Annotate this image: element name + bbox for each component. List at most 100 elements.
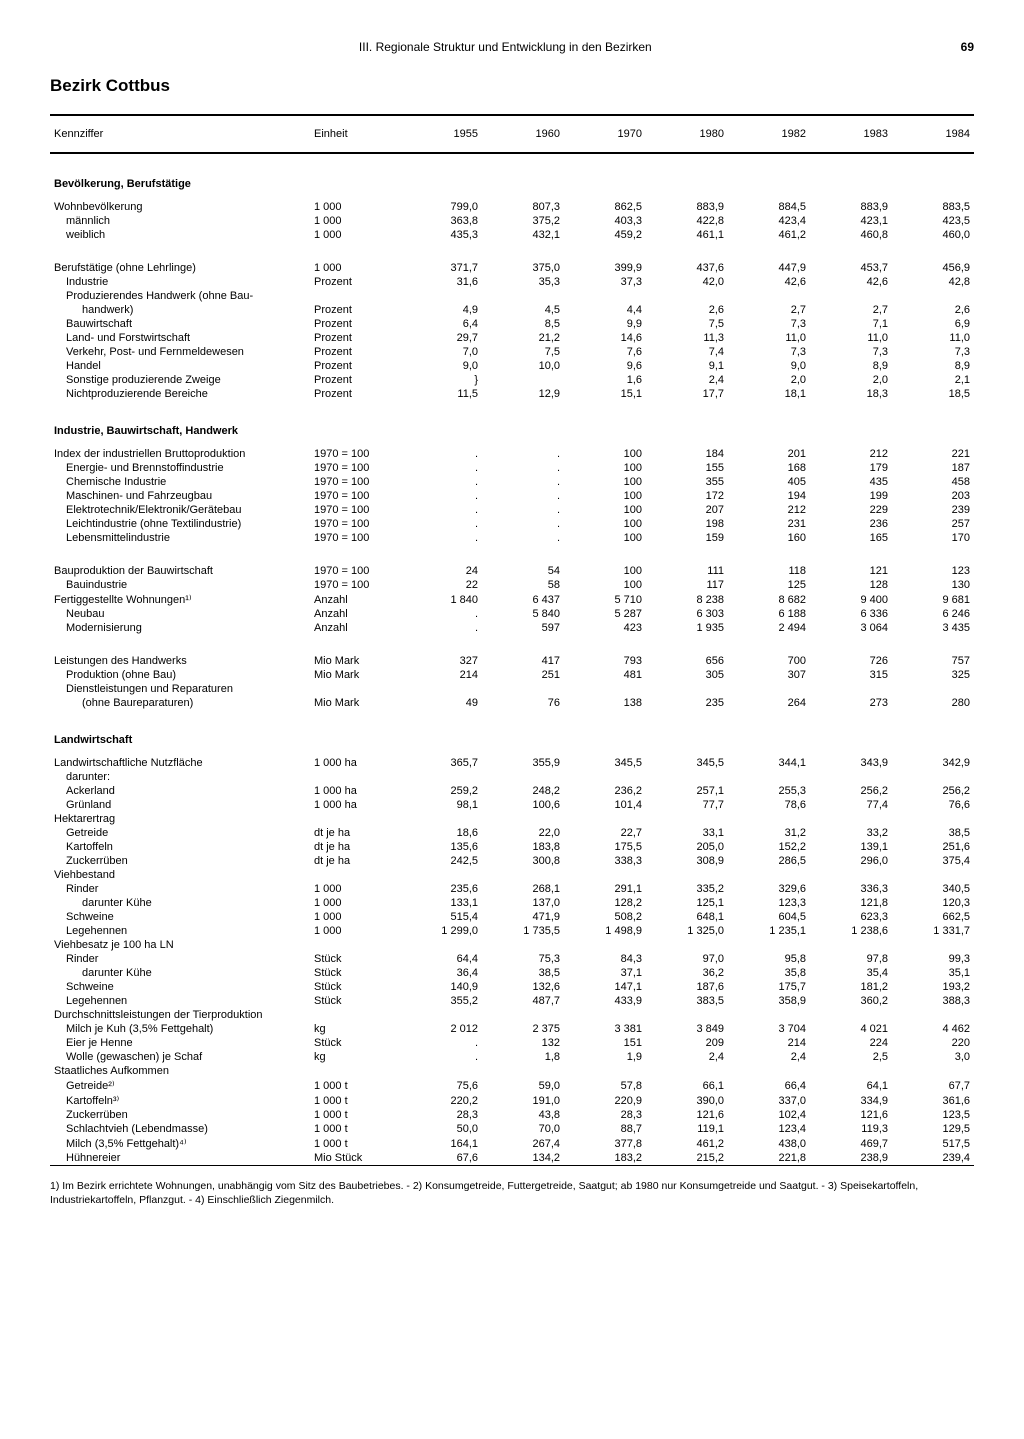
- cell: 175,5: [564, 840, 646, 854]
- table-row: NeubauAnzahl.5 8405 2876 3036 1886 3366 …: [50, 607, 974, 621]
- cell: 597: [482, 621, 564, 635]
- cell: 7,6: [564, 345, 646, 359]
- cell: 2 375: [482, 1022, 564, 1036]
- cell: 461,1: [646, 228, 728, 242]
- cell: 327: [400, 654, 482, 668]
- cell: 2,0: [810, 373, 892, 387]
- row-label: Legehennen: [50, 924, 310, 938]
- row-label: weiblich: [50, 228, 310, 242]
- cell: 184: [646, 447, 728, 461]
- cell: .: [400, 607, 482, 621]
- cell: 700: [728, 654, 810, 668]
- row-unit: 1970 = 100: [310, 517, 400, 531]
- cell: 487,7: [482, 994, 564, 1008]
- cell: 355: [646, 475, 728, 489]
- table-row: Schweine1 000515,4471,9508,2648,1604,562…: [50, 910, 974, 924]
- cell: 883,9: [646, 200, 728, 214]
- cell: 883,9: [810, 200, 892, 214]
- cell: 97,0: [646, 952, 728, 966]
- row-label: Modernisierung: [50, 621, 310, 635]
- table-row: HandelProzent9,010,09,69,19,08,98,9: [50, 359, 974, 373]
- cell: 3 849: [646, 1022, 728, 1036]
- cell: 3,0: [892, 1050, 974, 1064]
- cell: 11,5: [400, 387, 482, 401]
- cell: 120,3: [892, 896, 974, 910]
- cell: 76: [482, 696, 564, 710]
- row-unit: 1 000: [310, 200, 400, 214]
- cell: 363,8: [400, 214, 482, 228]
- cell: 335,2: [646, 882, 728, 896]
- cell: 170: [892, 531, 974, 545]
- cell: [892, 812, 974, 826]
- cell: 4 021: [810, 1022, 892, 1036]
- cell: 59,0: [482, 1078, 564, 1093]
- cell: [646, 1064, 728, 1078]
- row-label: Schweine: [50, 910, 310, 924]
- row-label: Wohnbevölkerung: [50, 200, 310, 214]
- row-unit: 1 000: [310, 910, 400, 924]
- cell: 37,1: [564, 966, 646, 980]
- cell: 151: [564, 1036, 646, 1050]
- cell: 7,3: [728, 317, 810, 331]
- table-row: Schlachtvieh (Lebendmasse)1 000 t50,070,…: [50, 1122, 974, 1136]
- cell: 8 682: [728, 592, 810, 607]
- row-unit: Stück: [310, 994, 400, 1008]
- cell: 8,9: [810, 359, 892, 373]
- cell: 6 246: [892, 607, 974, 621]
- cell: [482, 289, 564, 303]
- cell: 251,6: [892, 840, 974, 854]
- row-label: Zuckerrüben: [50, 1108, 310, 1122]
- cell: 98,1: [400, 798, 482, 812]
- cell: [728, 1008, 810, 1022]
- data-table-body: Bevölkerung, BerufstätigeWohnbevölkerung…: [50, 154, 974, 1165]
- row-unit: Prozent: [310, 303, 400, 317]
- cell: 8 238: [646, 592, 728, 607]
- chapter-title: III. Regionale Struktur und Entwicklung …: [359, 40, 652, 54]
- cell: 286,5: [728, 854, 810, 868]
- table-row: weiblich1 000435,3432,1459,2461,1461,246…: [50, 228, 974, 242]
- cell: 345,5: [564, 756, 646, 770]
- cell: 1 325,0: [646, 924, 728, 938]
- cell: 7,5: [482, 345, 564, 359]
- table-row: Getreidedt je ha18,622,022,733,131,233,2…: [50, 826, 974, 840]
- cell: 9,6: [564, 359, 646, 373]
- row-unit: Prozent: [310, 317, 400, 331]
- cell: 423,4: [728, 214, 810, 228]
- row-label: Lebensmittelindustrie: [50, 531, 310, 545]
- section-header: Bevölkerung, Berufstätige: [50, 154, 974, 200]
- cell: 862,5: [564, 200, 646, 214]
- cell: [892, 289, 974, 303]
- cell: 1 238,6: [810, 924, 892, 938]
- cell: 70,0: [482, 1122, 564, 1136]
- cell: 67,6: [400, 1151, 482, 1165]
- cell: 100: [564, 447, 646, 461]
- cell: 139,1: [810, 840, 892, 854]
- cell: 203: [892, 489, 974, 503]
- cell: 435,3: [400, 228, 482, 242]
- cell: 67,7: [892, 1078, 974, 1093]
- cell: 100: [564, 489, 646, 503]
- cell: 460,0: [892, 228, 974, 242]
- cell: 300,8: [482, 854, 564, 868]
- cell: 36,4: [400, 966, 482, 980]
- cell: 2,4: [728, 1050, 810, 1064]
- row-label: Nichtproduzierende Bereiche: [50, 387, 310, 401]
- row-label: Verkehr, Post- und Fernmeldewesen: [50, 345, 310, 359]
- cell: 121,6: [646, 1108, 728, 1122]
- cell: 214: [728, 1036, 810, 1050]
- cell: 432,1: [482, 228, 564, 242]
- row-unit: 1970 = 100: [310, 564, 400, 578]
- cell: 242,5: [400, 854, 482, 868]
- cell: 121,8: [810, 896, 892, 910]
- cell: 215,2: [646, 1151, 728, 1165]
- cell: 54: [482, 564, 564, 578]
- row-unit: dt je ha: [310, 840, 400, 854]
- cell: 14,6: [564, 331, 646, 345]
- row-unit: [310, 868, 400, 882]
- cell: 125: [728, 578, 810, 592]
- cell: [564, 938, 646, 952]
- cell: 22: [400, 578, 482, 592]
- col-1: Einheit: [310, 116, 400, 152]
- cell: 662,5: [892, 910, 974, 924]
- cell: 22,7: [564, 826, 646, 840]
